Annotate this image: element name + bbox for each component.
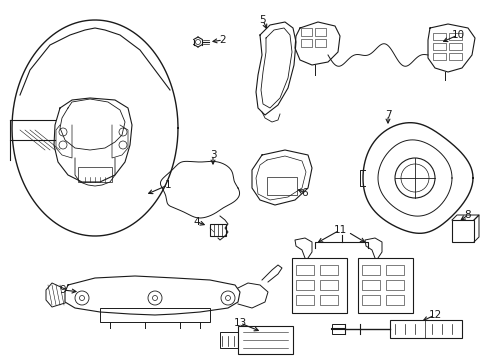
Bar xyxy=(358,258,413,313)
Text: 8: 8 xyxy=(465,210,471,220)
Bar xyxy=(315,39,326,47)
Bar xyxy=(78,167,112,182)
Bar xyxy=(449,33,462,40)
Bar xyxy=(315,28,326,36)
Text: 7: 7 xyxy=(385,110,392,120)
Bar xyxy=(449,53,462,60)
Bar xyxy=(433,33,446,40)
Text: 6: 6 xyxy=(302,188,308,198)
Text: 12: 12 xyxy=(428,310,441,320)
Bar xyxy=(220,332,238,348)
Bar xyxy=(386,295,404,305)
Bar xyxy=(267,177,297,195)
Bar xyxy=(332,324,345,334)
Bar xyxy=(292,258,347,313)
Bar xyxy=(210,224,226,236)
Bar xyxy=(320,295,338,305)
Bar xyxy=(301,28,312,36)
Text: 13: 13 xyxy=(233,318,246,328)
Text: 9: 9 xyxy=(60,285,66,295)
Bar xyxy=(449,43,462,50)
Bar xyxy=(362,295,380,305)
Bar xyxy=(386,280,404,290)
Bar xyxy=(100,308,210,322)
Bar xyxy=(296,280,314,290)
Text: 2: 2 xyxy=(220,35,226,45)
Text: 10: 10 xyxy=(451,30,465,40)
Bar xyxy=(296,265,314,275)
Bar xyxy=(452,220,474,242)
Bar xyxy=(301,39,312,47)
Text: 4: 4 xyxy=(194,217,200,227)
Bar xyxy=(238,326,293,354)
Bar xyxy=(320,280,338,290)
Text: 5: 5 xyxy=(260,15,266,25)
Bar xyxy=(390,320,462,338)
Bar xyxy=(362,265,380,275)
Bar xyxy=(296,295,314,305)
Bar xyxy=(433,43,446,50)
Bar xyxy=(362,280,380,290)
Bar xyxy=(433,53,446,60)
Text: 3: 3 xyxy=(210,150,216,160)
Text: 1: 1 xyxy=(165,180,172,190)
Bar xyxy=(386,265,404,275)
Text: 11: 11 xyxy=(333,225,346,235)
Bar xyxy=(320,265,338,275)
